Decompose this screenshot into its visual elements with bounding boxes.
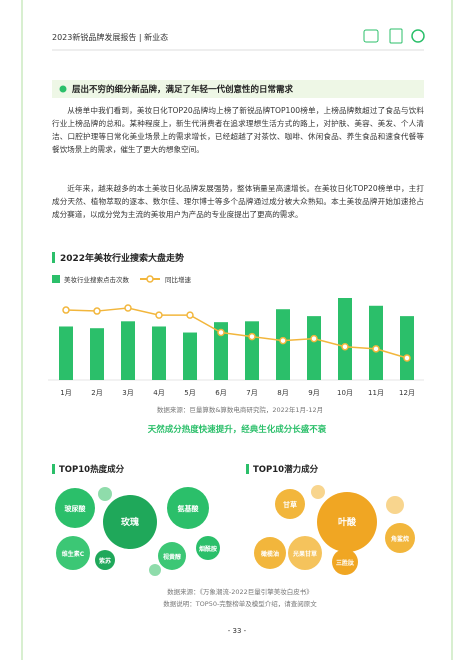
x-tick-label: 9月	[308, 389, 319, 397]
subheading: 天然成分热度快速提升，经典生化成分长盛不衰	[148, 424, 327, 435]
x-tick-label: 8月	[277, 389, 288, 397]
x-tick-label: 6月	[215, 389, 226, 397]
bubble-label: 氨基酸	[178, 504, 200, 513]
bar	[369, 305, 383, 380]
icon	[363, 29, 379, 43]
x-tick-label: 7月	[246, 389, 257, 397]
footer-source: 数据来源：《万象潮流-2022巨量引擎美妆白皮书》	[167, 587, 313, 596]
chart-title: 2022年美妆行业搜索大盘走势	[60, 252, 184, 264]
bar	[276, 309, 290, 380]
bar	[338, 298, 352, 380]
bubble	[254, 537, 286, 569]
bubble	[288, 536, 322, 570]
footer-note: 数据说明：TOP50-完整榜单及模型介绍，请查阅原文	[163, 599, 317, 608]
header-title: 2023新锐品牌发展报告 | 新业态	[52, 32, 168, 42]
line	[65, 307, 408, 359]
bubble-label: 三胜肽	[336, 559, 355, 567]
line-point	[372, 345, 380, 353]
bubbles-left: 玻尿酸 玫瑰 氨基酸 维生素C 紫苏 视黄醇 烟酰胺	[55, 487, 220, 576]
bubble-label: 视黄醇	[163, 553, 181, 561]
line-point	[248, 332, 256, 341]
line-point	[310, 334, 318, 343]
icon	[411, 29, 425, 43]
bubble-label: 叶酸	[338, 516, 357, 528]
bar	[59, 326, 73, 380]
x-tick-label: 5月	[184, 389, 195, 397]
bubble	[196, 536, 220, 560]
bar	[400, 316, 414, 380]
bubble-label: 光果甘草	[292, 550, 317, 558]
line-point	[217, 328, 225, 337]
chart-source: 数据来源：巨量算数&算数电商研究院，2022年1月-12月	[157, 405, 323, 414]
section-heading: 层出不穷的细分新品牌，满足了年轻一代创意性的日常需求	[71, 84, 294, 95]
bubble	[311, 485, 325, 499]
bubble	[95, 550, 115, 570]
bar	[245, 321, 259, 380]
bar	[214, 322, 228, 380]
heading-bg	[52, 80, 424, 98]
bubble	[332, 549, 358, 575]
x-tick-label: 3月	[122, 389, 133, 397]
line-point	[62, 306, 70, 314]
bubble	[56, 536, 90, 570]
icon	[389, 28, 403, 44]
bubble	[149, 564, 161, 576]
title-marker	[52, 252, 55, 263]
bubble-title: TOP10热度成分	[59, 464, 125, 475]
bubble-label: 玻尿酸	[65, 504, 87, 513]
bubble-title: TOP10潜力成分	[253, 464, 319, 475]
x-tick-label: 12月	[399, 389, 415, 397]
bubble	[98, 487, 112, 501]
page-number: - 33 -	[228, 627, 247, 635]
bubble	[385, 523, 415, 553]
x-tick-label: 2月	[91, 389, 102, 397]
paragraph: 近年来，越来越多的本土美妆日化品牌发展强势，整体销量呈高速增长。在美妆日化TOP…	[52, 184, 424, 219]
bubble-label: 甘草	[283, 500, 297, 509]
x-tick-label: 10月	[337, 389, 353, 397]
legend-label: 同比增速	[165, 275, 192, 284]
bar	[307, 316, 321, 380]
bubble	[158, 542, 186, 570]
bubble-label: 维生素C	[62, 550, 85, 558]
legend-swatch	[52, 275, 60, 283]
legend-label: 美妆行业搜索点击次数	[64, 275, 130, 284]
bubble-label: 烟酰胺	[199, 545, 217, 553]
bubbles-right: 甘草 叶酸 橄榄油 光果甘草 三胜肽 角鲨烷	[254, 485, 415, 575]
line-point	[124, 304, 132, 312]
bubble-label: 橄榄油	[261, 550, 279, 558]
bar	[90, 328, 104, 380]
bar	[183, 332, 197, 380]
x-tick-label: 4月	[153, 389, 164, 397]
line-point	[341, 343, 349, 351]
line-point	[93, 307, 101, 315]
legend-swatch	[146, 275, 154, 283]
line-point	[403, 354, 411, 362]
line-point	[155, 311, 163, 319]
line-point	[279, 336, 287, 345]
chart: 美妆行业搜索点击次数 同比增速 1月 2月 3月 4月 5月 6月 7月 8月 9月 10月 11月 12…	[48, 275, 424, 397]
x-tick-label: 11月	[368, 389, 384, 397]
bubble	[317, 492, 377, 552]
bar	[152, 326, 166, 380]
bubble	[386, 496, 404, 514]
paragraph: 从榜单中我们看到，美妆日化TOP20品牌均上榜了新锐品牌TOP100榜单，上榜品…	[52, 106, 424, 154]
bubble	[275, 489, 305, 519]
bullet	[59, 85, 67, 93]
line-point	[186, 311, 194, 319]
x-tick-label: 1月	[60, 389, 71, 397]
bubble	[167, 487, 209, 529]
bubble-label: 玫瑰	[121, 516, 139, 528]
bar	[121, 321, 135, 380]
bubble	[55, 488, 95, 528]
bubble-label: 角鲨烷	[391, 535, 409, 543]
bubble	[103, 495, 157, 549]
title-marker	[246, 464, 249, 474]
bubble-label: 紫苏	[99, 557, 111, 565]
title-marker	[52, 464, 55, 474]
